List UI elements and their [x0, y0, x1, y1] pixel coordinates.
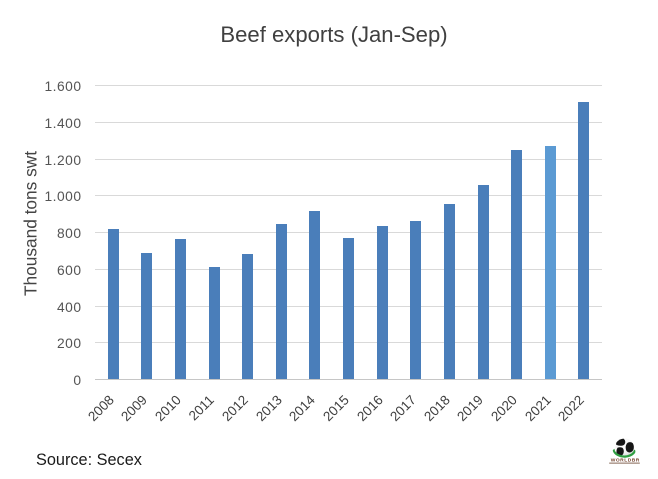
svg-text:WORLDBR: WORLDBR	[611, 457, 640, 463]
